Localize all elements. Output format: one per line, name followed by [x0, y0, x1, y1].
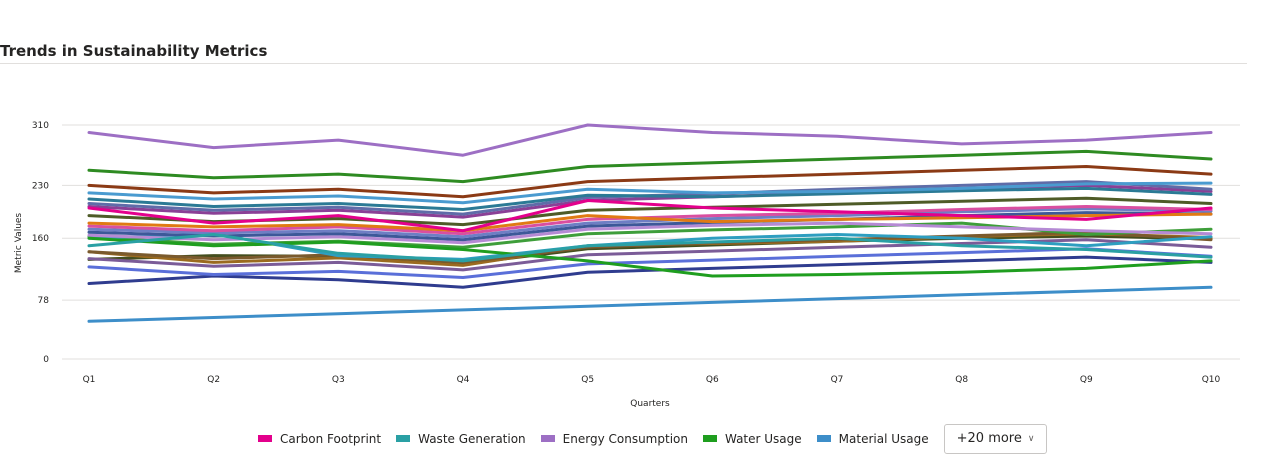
legend-swatch — [702, 435, 717, 442]
legend-item[interactable]: Energy Consumption — [540, 431, 688, 446]
legend: Carbon Footprint Waste Generation Energy C… — [258, 423, 1048, 454]
chevron-down-icon: ∨ — [1027, 433, 1035, 444]
chart-title: Trends in Sustainability Metrics — [0, 42, 268, 60]
series-line-15[interactable] — [87, 211, 1213, 242]
series-lines — [87, 123, 1213, 323]
legend-item[interactable]: Waste Generation — [396, 432, 526, 446]
legend-item[interactable]: Material Usage — [816, 431, 929, 446]
series-line-5[interactable] — [87, 149, 1213, 184]
legend-swatch — [258, 435, 272, 442]
series-line-7[interactable] — [87, 181, 1213, 205]
legend-label: Waste Generation — [418, 431, 526, 446]
x-tick-label: Q3 — [332, 375, 345, 385]
legend-label: Water Usage — [724, 431, 802, 446]
y-axis-ticks: 0 78 160 230 310 — [32, 121, 49, 365]
x-tick-label: Q9 — [1080, 375, 1093, 385]
legend-swatch — [396, 435, 411, 442]
legend-label: Carbon Footprint — [280, 431, 382, 446]
series-line-22[interactable] — [87, 255, 1213, 289]
x-tick-label: Q10 — [1202, 375, 1221, 385]
series-line-21[interactable] — [87, 247, 1213, 279]
x-tick-label: Q6 — [706, 375, 719, 385]
y-tick-label: 78 — [38, 296, 50, 306]
legend-item[interactable]: Water Usage — [702, 431, 802, 446]
legend-swatch — [540, 435, 555, 442]
y-tick-label: 0 — [43, 355, 49, 365]
legend-label: Material Usage — [838, 431, 929, 446]
x-tick-label: Q2 — [207, 375, 220, 385]
x-tick-label: Q5 — [581, 375, 594, 385]
series-line-6[interactable] — [87, 165, 1213, 199]
y-tick-label: 310 — [32, 121, 49, 131]
series-line-8[interactable] — [87, 186, 1213, 211]
title-divider — [0, 63, 1247, 64]
x-tick-label: Q7 — [831, 375, 844, 385]
x-axis-title: Quarters — [630, 399, 670, 409]
series-line-4[interactable] — [87, 285, 1213, 323]
legend-item[interactable]: Carbon Footprint — [258, 432, 381, 446]
y-tick-label: 160 — [32, 234, 49, 244]
series-line-0[interactable] — [87, 199, 1213, 233]
line-chart: 0 78 160 230 310 Q1 Q2 Q3 Q4 Q5 Q6 Q7 Q8 Q9 Q10 Metri… — [14, 121, 1240, 409]
x-tick-label: Q1 — [83, 375, 96, 385]
legend-label: Energy Consumption — [562, 431, 688, 446]
x-axis-ticks: Q1 Q2 Q3 Q4 Q5 Q6 Q7 Q8 Q9 Q10 — [83, 375, 1221, 385]
y-axis-title: Metric Values — [14, 213, 24, 274]
series-line-2[interactable] — [87, 123, 1213, 157]
x-tick-label: Q4 — [457, 375, 470, 385]
series-line-1[interactable] — [87, 233, 1213, 263]
legend-more-label: +20 more — [956, 431, 1022, 446]
legend-swatch — [816, 435, 831, 442]
x-tick-label: Q8 — [955, 375, 968, 385]
y-tick-label: 230 — [32, 181, 49, 191]
series-line-16[interactable] — [87, 221, 1213, 245]
legend-more-button[interactable]: +20 more ∨ — [943, 423, 1048, 454]
series-line-14[interactable] — [87, 207, 1213, 239]
